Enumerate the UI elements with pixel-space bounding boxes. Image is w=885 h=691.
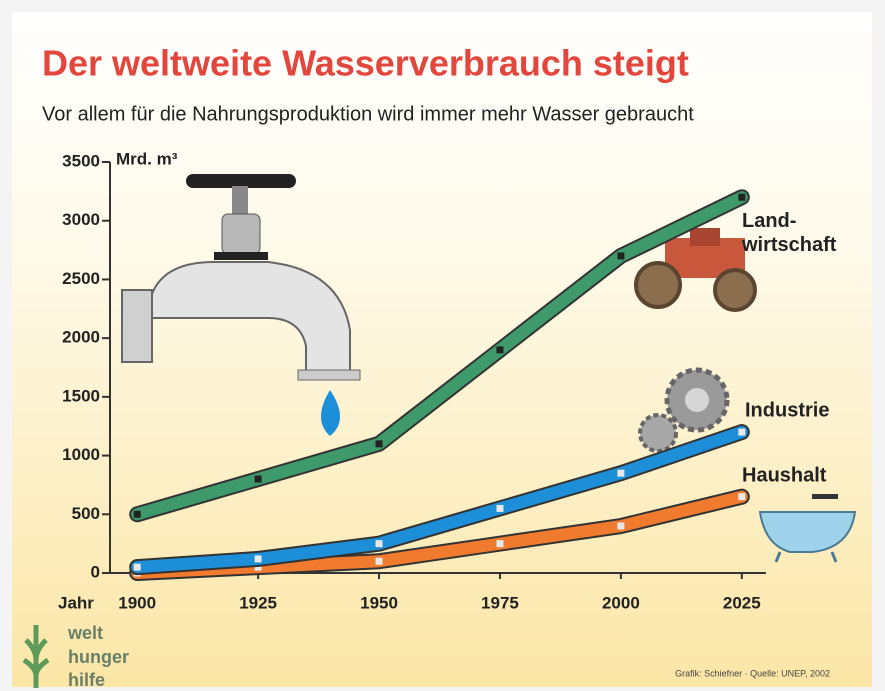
- logo-text: hilfe: [68, 670, 105, 690]
- x-tick-label: 1975: [481, 593, 519, 612]
- data-point: [617, 469, 625, 477]
- legend-label: Haushalt: [742, 464, 827, 486]
- gears-illustration: [638, 367, 730, 453]
- data-point: [496, 504, 504, 512]
- logo-icon: [22, 625, 50, 688]
- legend-label-part: wirtschaft: [741, 234, 837, 256]
- x-tick-label: 1950: [360, 593, 398, 612]
- data-point: [133, 563, 141, 571]
- y-tick-label: 3500: [62, 151, 100, 170]
- data-point: [617, 252, 625, 260]
- data-point: [617, 522, 625, 530]
- chart-subtitle: Vor allem für die Nahrungsproduktion wir…: [42, 103, 694, 125]
- data-point: [133, 510, 141, 518]
- legend-label: Land-wirtschaft: [741, 210, 837, 256]
- legend-label-part: Land-: [742, 210, 796, 232]
- logo-text: welt: [67, 623, 103, 643]
- x-tick-label: 1925: [239, 593, 277, 612]
- data-point: [375, 440, 383, 448]
- faucet-illustration: [121, 174, 361, 436]
- y-tick-label: 500: [72, 504, 100, 523]
- data-point: [254, 475, 262, 483]
- data-point: [738, 428, 746, 436]
- series-line: [131, 191, 748, 521]
- data-point: [496, 346, 504, 354]
- data-point: [375, 557, 383, 565]
- chart-title: Der weltweite Wasserverbrauch steigt: [42, 43, 689, 84]
- data-point: [496, 540, 504, 548]
- y-tick-label: 2500: [62, 269, 100, 288]
- series-line: [131, 426, 748, 574]
- y-tick-label: 3000: [62, 210, 100, 229]
- data-point: [254, 555, 262, 563]
- data-point: [738, 493, 746, 501]
- y-tick-label: 1000: [62, 445, 100, 464]
- y-tick-label: 2000: [62, 328, 100, 347]
- x-tick-label: 1900: [118, 593, 156, 612]
- y-tick-label: 1500: [62, 386, 100, 405]
- x-axis-label: Jahr: [58, 593, 94, 612]
- data-point: [254, 563, 262, 571]
- x-tick-label: 2000: [602, 593, 640, 612]
- bathtub-illustration: [758, 494, 857, 563]
- y-axis-label: Mrd. m³: [116, 149, 178, 168]
- tractor-illustration: [634, 228, 757, 312]
- data-point: [375, 540, 383, 548]
- y-tick-label: 0: [91, 562, 100, 581]
- legend-label: Industrie: [745, 399, 829, 421]
- logo-text: hunger: [68, 647, 129, 667]
- data-point: [738, 193, 746, 201]
- source-note: Grafik: Schiefner · Quelle: UNEP, 2002: [675, 668, 830, 678]
- x-tick-label: 2025: [723, 593, 761, 612]
